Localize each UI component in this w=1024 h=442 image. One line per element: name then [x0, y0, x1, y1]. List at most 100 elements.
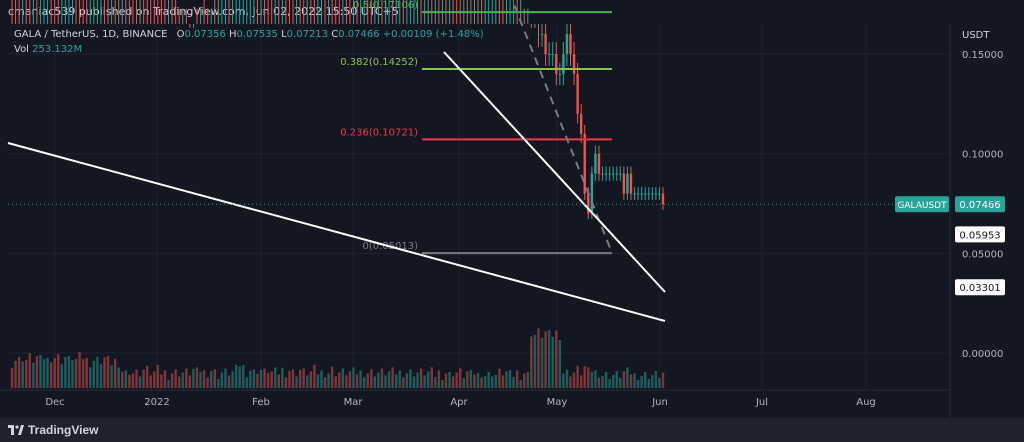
volume-bar — [547, 330, 551, 388]
volume-bar — [608, 379, 611, 388]
publish-info: cmaniac539 published on TradingView.com,… — [8, 5, 399, 18]
time-tick-label: Jul — [755, 397, 768, 408]
volume-bar — [576, 365, 579, 388]
volume-bar — [405, 373, 409, 388]
tradingview-logo[interactable]: TradingView — [8, 423, 98, 437]
volume-bar — [459, 368, 462, 388]
volume-bar — [142, 369, 145, 388]
candle-body — [579, 113, 583, 134]
candle-body — [583, 133, 586, 194]
price-tag[interactable] — [955, 279, 1005, 296]
volume-bar — [306, 375, 309, 388]
currency-label: USDT — [962, 30, 990, 41]
volume-bar — [231, 371, 234, 388]
ohlc-close: 0.07466 — [338, 29, 380, 40]
symbol-title[interactable]: GALA / TetherUS, 1D, BINANCE — [14, 29, 168, 40]
candle-body — [661, 193, 665, 205]
volume-bar — [163, 370, 167, 388]
volume-bar — [448, 372, 451, 388]
volume-bar — [89, 367, 92, 388]
volume-bar — [480, 377, 483, 388]
volume-bar — [394, 374, 398, 388]
volume-bar — [35, 356, 39, 388]
volume-bar — [419, 368, 423, 388]
candle-body — [647, 193, 650, 195]
volume-bar — [295, 376, 298, 388]
volume-bar — [174, 369, 177, 388]
volume-bar — [647, 379, 650, 388]
volume-bar — [149, 375, 152, 388]
volume-bar — [334, 376, 337, 388]
support-trendline[interactable] — [7, 142, 666, 322]
candle-body — [619, 173, 622, 175]
candle-body — [594, 153, 597, 174]
volume-bar — [416, 372, 419, 388]
price-axis-panel[interactable] — [950, 24, 1024, 418]
volume-bar — [583, 366, 586, 388]
volume-bar — [338, 372, 341, 388]
symbol-tag[interactable] — [895, 196, 949, 213]
volume-bar — [569, 376, 572, 388]
price-tag-label: 0.03301 — [959, 283, 1000, 294]
volume-bar — [540, 338, 544, 388]
candle-body — [633, 193, 636, 195]
volume-bar — [195, 367, 199, 388]
volume-bar — [362, 377, 366, 388]
price-chart[interactable]: 0.250000.200000.150000.100000.050000.000… — [0, 0, 1024, 418]
price-tag[interactable] — [955, 226, 1005, 243]
volume-bar — [654, 371, 658, 388]
volume-bar — [537, 328, 540, 388]
ohlc-high: 0.07535 — [236, 29, 278, 40]
volume-bar — [469, 370, 473, 388]
volume-bar — [206, 377, 209, 388]
volume-bar — [626, 367, 629, 388]
volume-bar — [60, 363, 64, 388]
volume-bar — [128, 374, 131, 388]
volume-bar — [491, 376, 494, 388]
volume-bar — [611, 375, 615, 388]
volume-bar — [658, 378, 661, 388]
volume-bar — [551, 337, 554, 388]
symbol-legend: GALA / TetherUS, 1D, BINANCE O0.07356 H0… — [14, 29, 484, 40]
volume-bar — [92, 360, 96, 388]
volume-bar — [266, 372, 270, 388]
volume-bar — [302, 368, 305, 388]
volume-bar — [49, 362, 53, 388]
volume-bar — [562, 373, 565, 388]
volume-bar — [345, 375, 348, 388]
fib-level-label: 0.5(0.17106) — [353, 0, 418, 11]
volume-bar — [210, 370, 213, 388]
volume-bar — [523, 373, 526, 388]
volume-bar — [252, 369, 256, 388]
volume-bar — [512, 377, 515, 388]
candle-body — [636, 193, 640, 195]
volume-bar — [113, 358, 117, 388]
volume-bar — [39, 354, 42, 388]
volume-bar — [355, 374, 359, 388]
volume-bar — [74, 358, 78, 388]
volume-bar — [167, 380, 170, 388]
volume-bar — [291, 369, 295, 388]
volume-bar — [64, 357, 67, 388]
resistance-trendline[interactable] — [443, 51, 666, 293]
volume-bar — [316, 374, 320, 388]
volume-bar — [633, 373, 636, 388]
volume-bar — [341, 368, 345, 388]
volume-bar — [17, 356, 21, 388]
volume-bar — [444, 373, 448, 388]
candle-body — [590, 173, 594, 214]
volume-bar — [224, 368, 227, 388]
volume-bar — [99, 363, 103, 388]
top-bar: cmaniac539 published on TradingView.com,… — [0, 0, 1024, 24]
time-tick-label: May — [547, 397, 568, 408]
volume-bar — [565, 369, 569, 388]
fib-trend-line[interactable] — [422, 0, 613, 254]
volume-bar — [220, 372, 224, 388]
volume-bar — [505, 371, 508, 388]
volume-bar — [427, 371, 430, 388]
volume-bar — [242, 365, 245, 388]
last-price-tag[interactable] — [955, 196, 1005, 213]
time-tick-label: Mar — [344, 397, 364, 408]
volume-bar — [234, 364, 238, 388]
volume-bar — [377, 372, 380, 388]
